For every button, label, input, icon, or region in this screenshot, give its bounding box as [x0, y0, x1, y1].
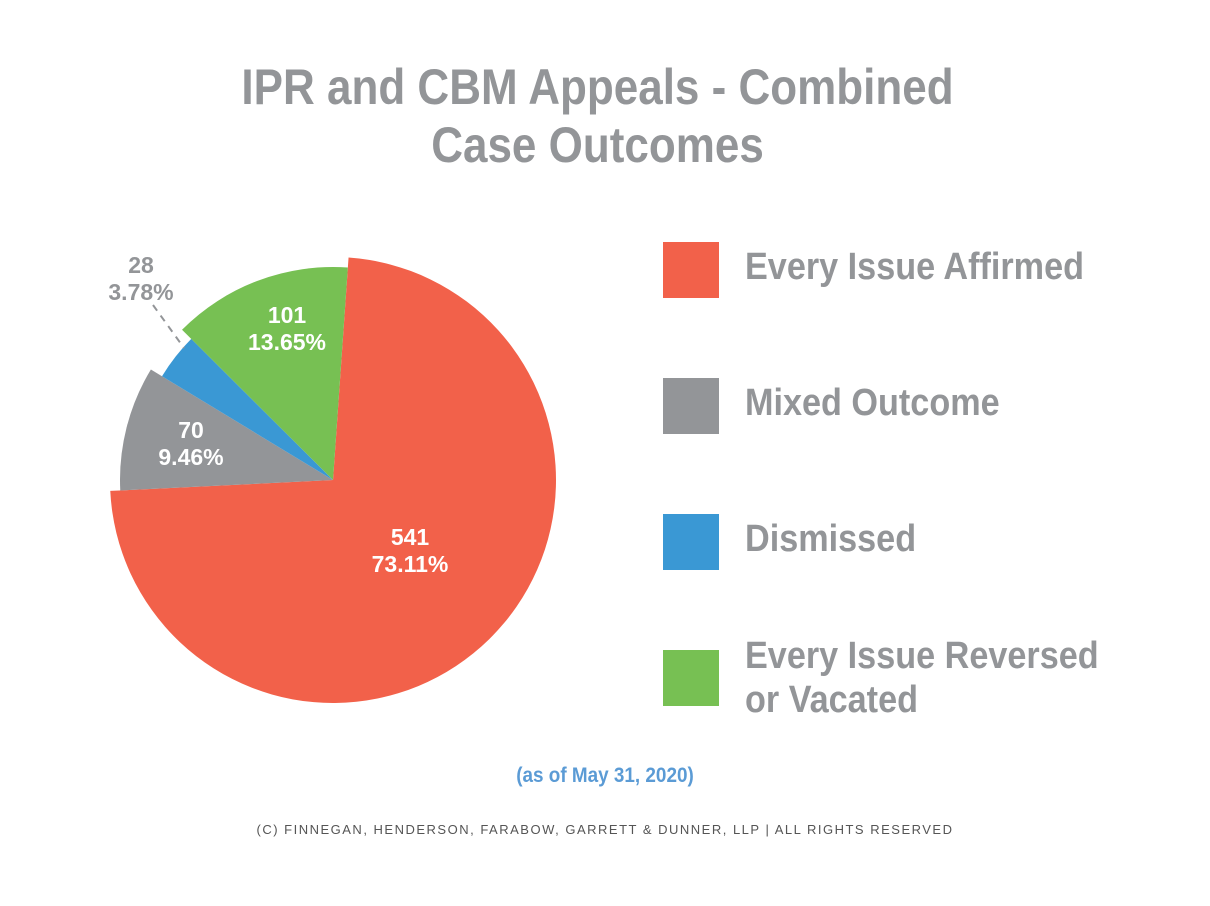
leader-line — [152, 304, 185, 349]
legend-item: Mixed Outcome — [663, 378, 1028, 434]
legend-item: Dismissed — [663, 514, 935, 570]
legend-label: Every Issue Affirmed — [745, 246, 1084, 288]
title-line-1: IPR and CBM Appeals - Combined — [241, 59, 954, 115]
slice-count-label: 28 — [128, 252, 154, 278]
copyright-footer: (C) FINNEGAN, HENDERSON, FARABOW, GARRET… — [256, 822, 954, 837]
pie-slice-mixed-outcome — [120, 369, 333, 491]
slice-percent-label: 13.65% — [248, 329, 326, 355]
pie-slice-every-issue-affirmed — [110, 257, 556, 703]
legend-swatch — [663, 242, 719, 298]
legend-label: Mixed Outcome — [745, 382, 1000, 424]
as-of-note: (as of May 31, 2020) — [516, 764, 694, 787]
legend-label: Every Issue Reversed or Vacated — [745, 635, 1099, 721]
title-line-2: Case Outcomes — [431, 117, 764, 173]
legend-swatch — [663, 378, 719, 434]
legend-item: Every Issue Reversed or Vacated — [663, 635, 1138, 722]
legend-swatch — [663, 514, 719, 570]
slice-percent-label: 9.46% — [158, 444, 223, 470]
legend-item: Every Issue Affirmed — [663, 242, 1122, 298]
chart-title: IPR and CBM Appeals - Combined Case Outc… — [72, 58, 1124, 174]
pie-slice-dismissed — [162, 338, 333, 480]
pie-slice-every-issue-reversed-or-vacated — [182, 267, 348, 480]
slice-count-label: 541 — [391, 524, 430, 550]
slice-percent-label: 3.78% — [108, 279, 173, 305]
slice-count-label: 101 — [268, 302, 307, 328]
slice-percent-label: 73.11% — [372, 551, 449, 577]
legend-label: Dismissed — [745, 518, 917, 560]
legend-swatch — [663, 650, 719, 706]
slice-count-label: 70 — [178, 417, 204, 443]
